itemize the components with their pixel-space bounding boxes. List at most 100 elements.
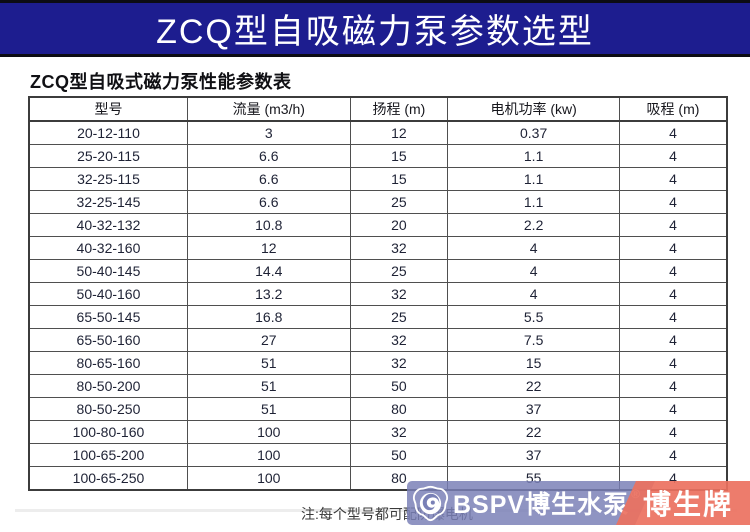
table-cell: 4 (618, 282, 728, 306)
column-header-suction: 吸程 (m) (618, 96, 728, 122)
brand-name-right: 博生牌 (642, 489, 733, 520)
table-cell: 4 (618, 120, 728, 145)
pump-swirl-badge-icon (412, 485, 449, 522)
table-row: 40-32-132 10.8 20 2.2 4 (28, 213, 728, 237)
table-cell: 32 (349, 236, 449, 260)
table-row: 80-50-250 51 80 37 4 (28, 397, 728, 421)
brand-name-left: BSPV博生水泵 (453, 491, 630, 519)
table-cell: 50 (349, 443, 449, 467)
table-cell: 100-65-200 (28, 443, 188, 467)
table-cell: 32 (349, 328, 449, 352)
table-cell: 7.5 (447, 328, 620, 352)
table-cell: 2.2 (447, 213, 620, 237)
table-cell: 16.8 (186, 305, 351, 329)
table-cell: 4 (618, 259, 728, 283)
table-cell: 6.6 (186, 167, 351, 191)
table-cell: 51 (186, 397, 351, 421)
table-cell: 13.2 (186, 282, 351, 306)
table-cell: 80-50-200 (28, 374, 188, 398)
table-cell: 15 (349, 167, 449, 191)
table-cell: 4 (618, 144, 728, 168)
table-cell: 10.8 (186, 213, 351, 237)
table-row: 50-40-160 13.2 32 4 4 (28, 282, 728, 306)
table-row: 65-50-145 16.8 25 5.5 4 (28, 305, 728, 329)
column-header-flow: 流量 (m3/h) (186, 96, 351, 122)
table-cell: 6.6 (186, 190, 351, 214)
table-cell: 22 (447, 374, 620, 398)
table-cell: 50-40-160 (28, 282, 188, 306)
table-cell: 4 (618, 443, 728, 467)
table-cell: 40-32-132 (28, 213, 188, 237)
table-cell: 4 (447, 236, 620, 260)
table-cell: 12 (349, 120, 449, 145)
table-header-row: 型号 流量 (m3/h) 扬程 (m) 电机功率 (kw) 吸程 (m) (28, 96, 728, 122)
table-row: 32-25-115 6.6 15 1.1 4 (28, 167, 728, 191)
table-cell: 65-50-145 (28, 305, 188, 329)
table-cell: 22 (447, 420, 620, 444)
brand-watermark-right: 博生牌 (616, 481, 750, 525)
table-cell: 4 (618, 397, 728, 421)
column-header-head: 扬程 (m) (349, 96, 449, 122)
table-cell: 25-20-115 (28, 144, 188, 168)
column-header-power: 电机功率 (kw) (447, 96, 620, 122)
table-cell: 80-65-160 (28, 351, 188, 375)
page-title: ZCQ型自吸磁力泵参数选型 (156, 13, 594, 51)
table-row: 65-50-160 27 32 7.5 4 (28, 328, 728, 352)
table-cell: 50 (349, 374, 449, 398)
table-cell: 65-50-160 (28, 328, 188, 352)
table-cell: 4 (618, 167, 728, 191)
table-cell: 12 (186, 236, 351, 260)
table-cell: 4 (618, 305, 728, 329)
table-caption: ZCQ型自吸式磁力泵性能参数表 (30, 72, 292, 92)
table-cell: 51 (186, 351, 351, 375)
table-cell: 100 (186, 466, 351, 491)
table-row: 25-20-115 6.6 15 1.1 4 (28, 144, 728, 168)
table-row: 32-25-145 6.6 25 1.1 4 (28, 190, 728, 214)
table-cell: 32-25-115 (28, 167, 188, 191)
table-cell: 4 (447, 282, 620, 306)
table-cell: 4 (618, 328, 728, 352)
table-cell: 4 (447, 259, 620, 283)
table-row: 100-80-160 100 32 22 4 (28, 420, 728, 444)
brand-watermark-left: BSPV博生水泵 ® (407, 481, 655, 525)
table-cell: 4 (618, 213, 728, 237)
table-cell: 3 (186, 120, 351, 145)
table-cell: 51 (186, 374, 351, 398)
table-cell: 0.37 (447, 120, 620, 145)
table-cell: 27 (186, 328, 351, 352)
table-cell: 25 (349, 259, 449, 283)
table-cell: 100 (186, 420, 351, 444)
table-cell: 32 (349, 282, 449, 306)
table-cell: 1.1 (447, 190, 620, 214)
table-cell: 4 (618, 351, 728, 375)
pump-params-table: 型号 流量 (m3/h) 扬程 (m) 电机功率 (kw) 吸程 (m) 20-… (28, 96, 728, 491)
table-cell: 4 (618, 374, 728, 398)
table-cell: 37 (447, 443, 620, 467)
table-row: 40-32-160 12 32 4 4 (28, 236, 728, 260)
table-cell: 6.6 (186, 144, 351, 168)
table-cell: 80-50-250 (28, 397, 188, 421)
table-row: 100-65-200 100 50 37 4 (28, 443, 728, 467)
table-body: 20-12-110 3 12 0.37 4 25-20-115 6.6 15 1.1 4 32-25… (28, 120, 728, 491)
table-cell: 4 (618, 236, 728, 260)
bottom-divider (15, 509, 737, 512)
table-row: 50-40-145 14.4 25 4 4 (28, 259, 728, 283)
table-cell: 14.4 (186, 259, 351, 283)
table-cell: 80 (349, 397, 449, 421)
table-cell: 100-80-160 (28, 420, 188, 444)
brand-watermark: BSPV博生水泵 ® 博生牌 (407, 481, 750, 525)
table-cell: 1.1 (447, 167, 620, 191)
table-cell: 15 (447, 351, 620, 375)
table-cell: 25 (349, 190, 449, 214)
table-cell: 100-65-250 (28, 466, 188, 491)
table-cell: 32 (349, 420, 449, 444)
title-banner: ZCQ型自吸磁力泵参数选型 (0, 0, 750, 57)
table-cell: 50-40-145 (28, 259, 188, 283)
table-row: 80-65-160 51 32 15 4 (28, 351, 728, 375)
table-cell: 4 (618, 420, 728, 444)
table-cell: 20-12-110 (28, 120, 188, 145)
table-cell: 1.1 (447, 144, 620, 168)
table-cell: 32-25-145 (28, 190, 188, 214)
table-cell: 15 (349, 144, 449, 168)
table-cell: 4 (618, 190, 728, 214)
